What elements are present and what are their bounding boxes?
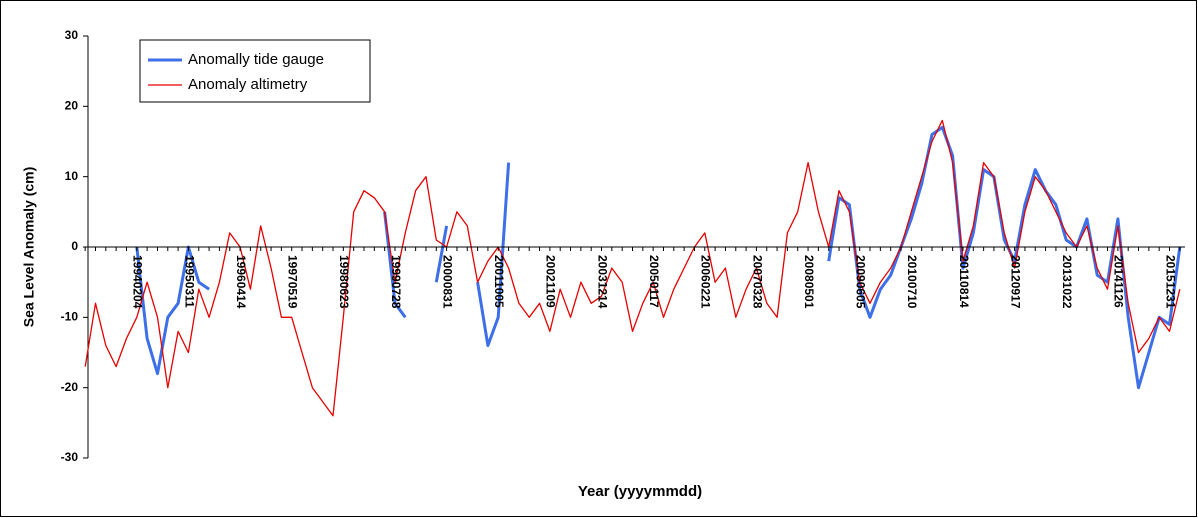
x-tick-label: 19960414 xyxy=(234,255,248,309)
legend-box xyxy=(139,39,371,103)
x-tick-label: 19940204 xyxy=(131,255,145,309)
y-axis-title: Sea Level Anomaly (cm) xyxy=(21,167,37,328)
x-tick-label: 19950311 xyxy=(182,255,196,308)
y-tick-label: 30 xyxy=(65,28,79,42)
y-tick-label: 20 xyxy=(65,99,79,113)
x-tick-label: 20151231 xyxy=(1163,255,1177,309)
x-axis-title: Year (yyyymmdd) xyxy=(578,483,702,500)
x-tick-label: 20090605 xyxy=(854,255,868,309)
x-tick-label: 19980623 xyxy=(337,255,351,309)
x-tick-label: 19970519 xyxy=(286,255,300,309)
x-tick-label: 20021109 xyxy=(544,255,558,308)
y-tick-label: 10 xyxy=(65,169,79,183)
x-tick-label: 20120917 xyxy=(1008,255,1022,309)
x-tick-label: 19990728 xyxy=(389,255,403,309)
x-tick-label: 20141126 xyxy=(1112,255,1126,308)
y-tick-label: -20 xyxy=(61,380,79,394)
x-tick-label: 20011005 xyxy=(492,255,506,308)
legend-label: Anomaly altimetry xyxy=(188,76,308,93)
y-tick-label: -30 xyxy=(61,450,79,464)
x-tick-label: 20031214 xyxy=(595,255,609,309)
x-tick-label: 20131022 xyxy=(1060,255,1074,309)
x-tick-label: 20110814 xyxy=(957,255,971,308)
series-line xyxy=(135,125,1182,390)
legend: Anomally tide gauge Anomaly altimetry xyxy=(139,39,371,103)
legend-label: Anomally tide gauge xyxy=(188,51,324,68)
series-line xyxy=(84,119,1181,417)
x-tick-label: 20100710 xyxy=(905,255,919,309)
y-tick-label: -10 xyxy=(61,310,79,324)
x-tick-label: 20080501 xyxy=(802,255,816,309)
x-tick-label: 20050117 xyxy=(647,255,661,308)
x-tick-label: 20000831 xyxy=(440,255,454,309)
x-tick-label: 20070328 xyxy=(750,255,764,309)
y-tick-label: 0 xyxy=(71,239,78,253)
x-tick-label: 20060221 xyxy=(699,255,713,309)
